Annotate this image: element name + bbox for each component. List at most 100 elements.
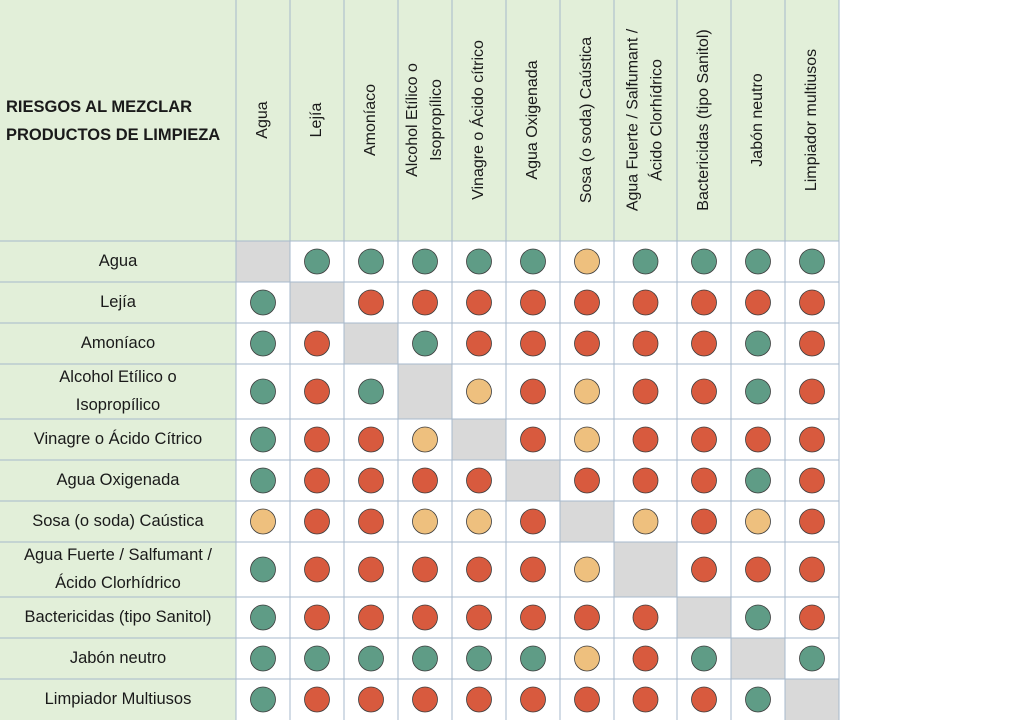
danger-mark: [520, 330, 546, 357]
safe-mark: [412, 248, 438, 275]
table-title: PRODUCTOS DE LIMPIEZA: [6, 126, 220, 144]
safe-mark: [250, 686, 276, 713]
danger-mark: [632, 378, 659, 405]
danger-mark: [412, 289, 438, 316]
danger-mark: [632, 604, 659, 631]
row-header: Agua: [99, 252, 138, 270]
diagonal-cell: [344, 323, 398, 364]
danger-mark: [799, 378, 825, 405]
danger-mark: [691, 289, 717, 316]
caution-mark: [574, 556, 600, 583]
row-header: Isopropílico: [76, 396, 160, 414]
danger-mark: [412, 467, 438, 494]
danger-mark: [412, 686, 438, 713]
danger-mark: [466, 686, 492, 713]
safe-mark: [520, 645, 546, 672]
safe-mark: [250, 378, 276, 405]
safe-mark: [466, 645, 492, 672]
danger-mark: [745, 556, 771, 583]
danger-mark: [632, 686, 659, 713]
danger-mark: [691, 686, 717, 713]
column-header: Sosa (o soda) Caústica: [578, 37, 595, 203]
danger-mark: [691, 467, 717, 494]
caution-mark: [466, 508, 492, 535]
safe-mark: [250, 426, 276, 453]
danger-mark: [799, 330, 825, 357]
caution-mark: [745, 508, 771, 535]
danger-mark: [304, 378, 330, 405]
safe-mark: [250, 467, 276, 494]
danger-mark: [358, 289, 384, 316]
caution-mark: [412, 426, 438, 453]
row-header: Jabón neutro: [70, 649, 166, 667]
safe-mark: [412, 330, 438, 357]
caution-mark: [250, 508, 276, 535]
caution-mark: [574, 426, 600, 453]
safe-mark: [745, 467, 771, 494]
danger-mark: [574, 686, 600, 713]
danger-mark: [466, 467, 492, 494]
danger-mark: [466, 556, 492, 583]
safe-mark: [412, 645, 438, 672]
column-header: Agua Fuerte / Salfumant /: [625, 28, 642, 211]
danger-mark: [799, 426, 825, 453]
safe-mark: [745, 248, 771, 275]
safe-mark: [358, 378, 384, 405]
danger-mark: [358, 604, 384, 631]
safe-mark: [745, 330, 771, 357]
danger-mark: [466, 604, 492, 631]
danger-mark: [358, 508, 384, 535]
column-header: Vinagre o Ácido cítrico: [468, 40, 487, 200]
danger-mark: [691, 556, 717, 583]
danger-mark: [304, 604, 330, 631]
column-header: Lejía: [308, 103, 325, 138]
danger-mark: [799, 289, 825, 316]
danger-mark: [358, 467, 384, 494]
danger-mark: [632, 289, 659, 316]
column-header: Isopropílico: [428, 79, 445, 161]
safe-mark: [304, 248, 330, 275]
danger-mark: [304, 426, 330, 453]
header-col-bg: [0, 241, 236, 720]
row-header: Vinagre o Ácido Cítrico: [34, 429, 202, 448]
safe-mark: [745, 686, 771, 713]
danger-mark: [632, 645, 659, 672]
caution-mark: [574, 248, 600, 275]
danger-mark: [574, 604, 600, 631]
safe-mark: [632, 248, 659, 275]
danger-mark: [412, 604, 438, 631]
danger-mark: [691, 508, 717, 535]
diagonal-cell: [560, 501, 614, 542]
diagonal-cell: [677, 597, 731, 638]
diagonal-cell: [614, 542, 677, 597]
safe-mark: [520, 248, 546, 275]
diagonal-cell: [398, 364, 452, 419]
row-header: Amoníaco: [81, 334, 155, 352]
safe-mark: [250, 604, 276, 631]
safe-mark: [250, 556, 276, 583]
danger-mark: [304, 686, 330, 713]
row-header: Lejía: [100, 293, 137, 311]
diagonal-cell: [506, 460, 560, 501]
table-title: RIESGOS AL MEZCLAR: [6, 98, 192, 116]
safe-mark: [358, 248, 384, 275]
cell-layer: [236, 241, 839, 720]
safe-mark: [799, 248, 825, 275]
danger-mark: [632, 330, 659, 357]
caution-mark: [466, 378, 492, 405]
column-header: Bactericidas (tipo Sanitol): [695, 29, 712, 210]
diagonal-cell: [785, 679, 839, 720]
danger-mark: [799, 604, 825, 631]
background-layer: [0, 0, 839, 720]
danger-mark: [799, 508, 825, 535]
danger-mark: [358, 686, 384, 713]
column-header: Jabón neutro: [749, 73, 766, 167]
row-header: Bactericidas (tipo Sanitol): [24, 608, 211, 626]
danger-mark: [520, 378, 546, 405]
danger-mark: [691, 426, 717, 453]
column-header: Ácido Clorhídrico: [647, 59, 666, 181]
danger-mark: [691, 378, 717, 405]
row-header: Agua Oxigenada: [57, 471, 181, 489]
column-header: Agua Oxigenada: [524, 60, 541, 179]
diagonal-cell: [290, 282, 344, 323]
